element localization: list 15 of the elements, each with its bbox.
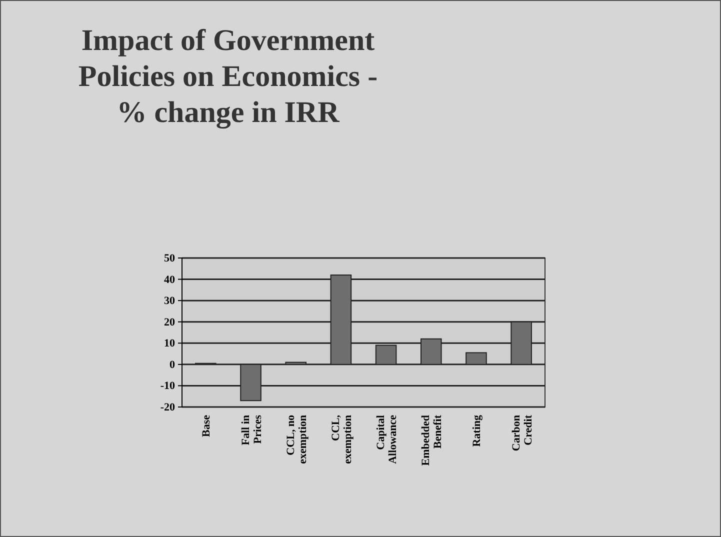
y-tick-label: -10 — [160, 380, 176, 392]
x-tick-label: Base — [200, 414, 213, 437]
chart-title: Impact of Government Policies on Economics - % change in IRR — [78, 24, 378, 129]
y-tick-label: 50 — [164, 252, 176, 265]
x-tick-label: Embedded Benefit — [420, 414, 444, 466]
y-tick-label: 40 — [164, 274, 176, 286]
x-tick-label: Carbon Credit — [510, 414, 534, 452]
x-tick-label: Rating — [471, 414, 484, 447]
y-tick-label: 10 — [164, 338, 176, 350]
x-tick-label: CCL, no exemption — [284, 414, 309, 464]
y-tick-label: 30 — [164, 295, 176, 308]
y-tick-label: -20 — [160, 402, 176, 414]
x-tick-label: Fall in Prices — [240, 414, 264, 446]
y-tick-label: 0 — [170, 358, 176, 371]
y-tick-label: 20 — [164, 316, 176, 328]
